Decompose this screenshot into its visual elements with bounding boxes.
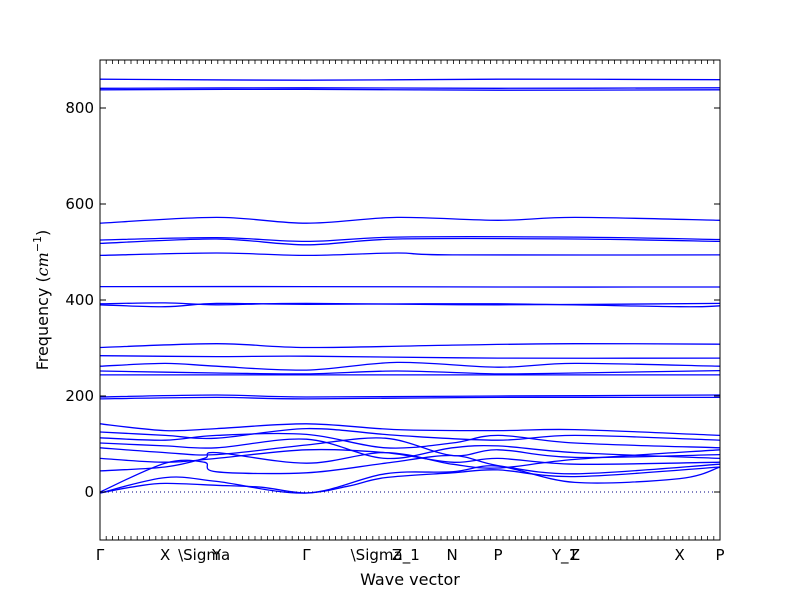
band-line-1 <box>99 78 721 81</box>
y-tick-label: 800 <box>65 99 94 117</box>
y-tick-label: 200 <box>65 387 94 405</box>
x-tick-label: X <box>160 546 170 564</box>
x-tick-label: \Sigma_1 <box>351 546 420 565</box>
band-line-4 <box>99 216 721 224</box>
band-line-10 <box>99 302 721 308</box>
y-tick-label: 400 <box>65 291 94 309</box>
band-line-16 <box>99 394 721 398</box>
band-line-18 <box>99 423 721 437</box>
band-line-27 <box>99 466 721 494</box>
x-tick-label: Y_1 <box>551 546 578 565</box>
dispersion-curves <box>99 78 721 494</box>
band-line-24 <box>99 449 721 472</box>
band-line-14 <box>99 369 721 375</box>
band-line-22 <box>99 437 721 459</box>
x-tick-label: Z <box>570 546 580 564</box>
x-tick-label: P <box>494 546 503 564</box>
y-axis-title: Frequency (cm−1) <box>31 230 52 371</box>
y-axis-title-close: ) <box>33 230 52 236</box>
x-tick-label: N <box>447 546 458 564</box>
band-line-21 <box>99 438 721 460</box>
y-tick-label: 600 <box>65 195 94 213</box>
band-line-25 <box>99 454 721 493</box>
band-line-12 <box>99 355 721 359</box>
x-tick-label: P <box>715 546 724 564</box>
band-line-19 <box>99 427 721 441</box>
band-line-3 <box>99 88 721 91</box>
y-ticks: 0 200 400 600 800 <box>65 99 720 501</box>
y-axis-title-unit: cm <box>33 252 52 276</box>
x-tick-label: X <box>675 546 685 564</box>
x-tick-label: Y <box>211 546 222 564</box>
band-line-6 <box>99 237 721 246</box>
plot-frame <box>99 59 721 541</box>
x-tick-label: Z <box>392 546 402 564</box>
band-line-17 <box>99 396 721 400</box>
band-line-11 <box>99 343 721 349</box>
y-tick-label: 0 <box>84 483 94 501</box>
y-axis-title-main: Frequency ( <box>33 276 52 370</box>
band-line-7 <box>99 252 721 257</box>
x-tick-label: \Sigma <box>178 546 230 564</box>
band-line-5 <box>99 236 721 243</box>
x-tick-label: Γ <box>96 546 105 564</box>
band-line-13 <box>99 361 721 371</box>
y-axis-title-exponent: −1 <box>31 236 44 252</box>
x-axis-title: Wave vector <box>360 570 460 589</box>
band-line-20 <box>99 432 721 449</box>
band-line-26 <box>99 465 721 494</box>
x-tick-label: Γ <box>302 546 311 564</box>
band-line-2 <box>99 87 721 89</box>
